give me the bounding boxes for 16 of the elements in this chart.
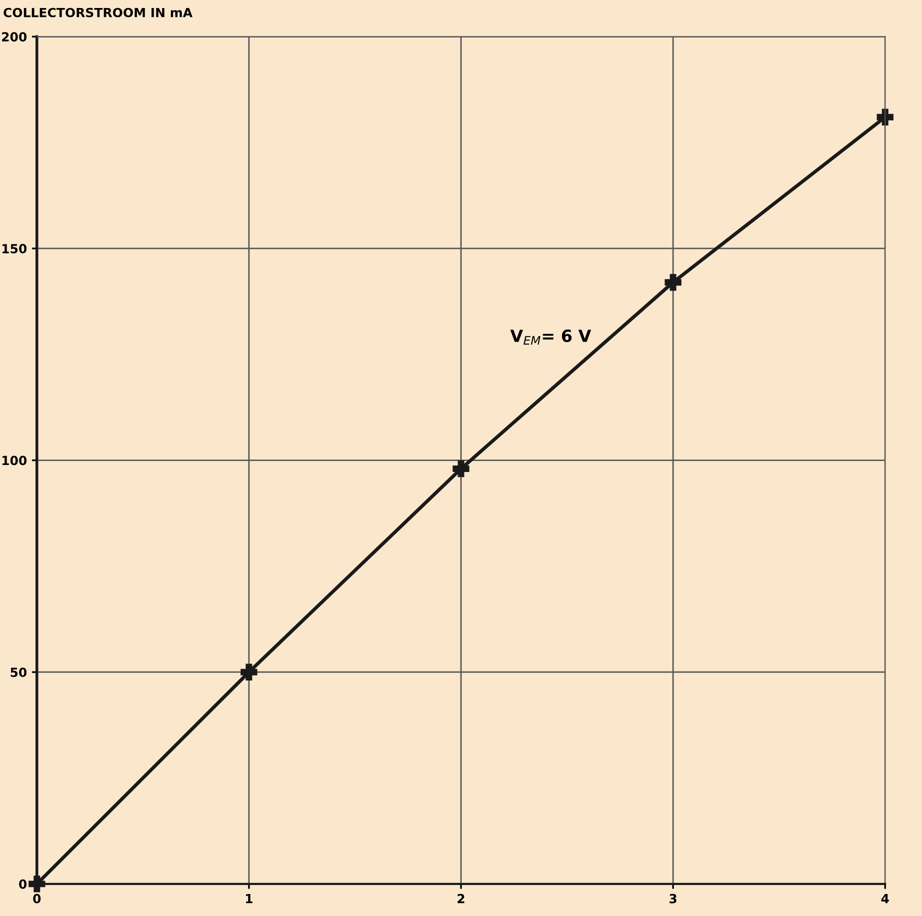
x-tick-label: 3	[670, 894, 676, 904]
point	[876, 108, 894, 126]
y-tick-label: 200	[2, 32, 27, 42]
y-tick-label: 150	[2, 244, 27, 254]
point	[452, 460, 470, 478]
y-tick-label: 0	[19, 879, 27, 889]
x-tick-label: 0	[33, 894, 41, 904]
y-axis-title: COLLECTORSTROOM IN mA	[4, 8, 192, 18]
annotation: V$_{EM}$= 6 V	[510, 330, 592, 345]
point	[240, 664, 258, 680]
x-tick-label: 1	[246, 894, 252, 904]
point	[664, 274, 682, 291]
y-tick-label: 50	[10, 668, 27, 678]
x-tick-label: 4	[881, 894, 889, 904]
x-tick-label: 2	[458, 894, 464, 904]
y-tick-label: 100	[2, 456, 27, 466]
